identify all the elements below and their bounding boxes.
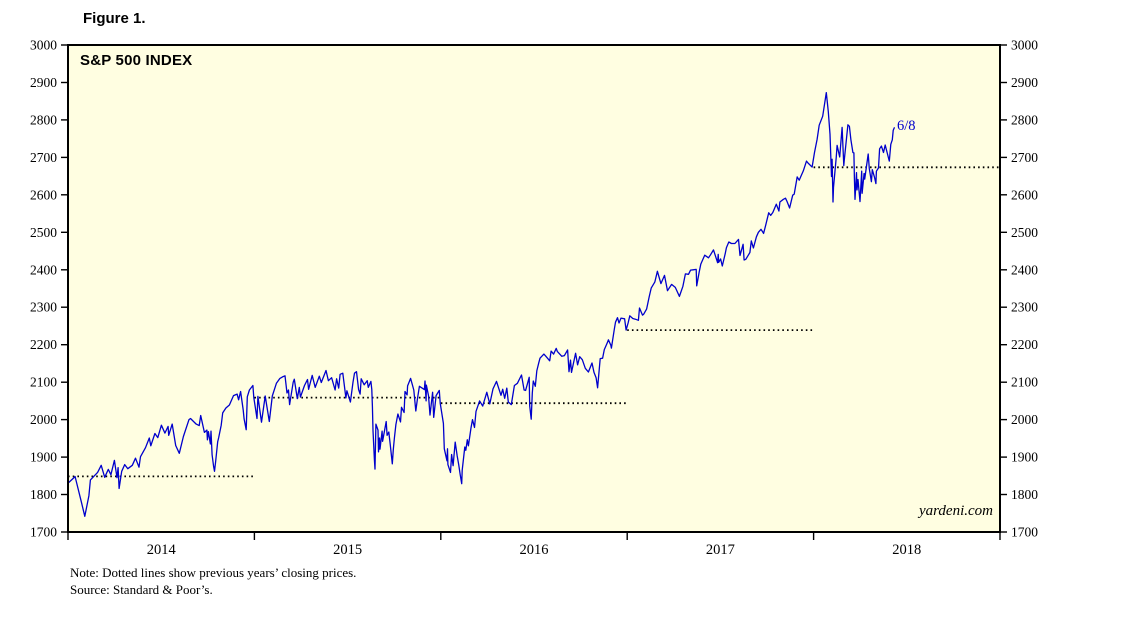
y-tick-label-right: 1700 — [1011, 525, 1038, 540]
latest-date-label: 6/8 — [897, 118, 916, 134]
x-tick-label: 2018 — [892, 542, 921, 558]
y-tick-label-left: 2700 — [30, 150, 57, 165]
y-tick-label-right: 2200 — [1011, 337, 1038, 352]
y-tick-label-right: 1800 — [1011, 487, 1038, 502]
y-tick-label-left: 2500 — [30, 225, 57, 240]
y-tick-label-left: 2000 — [30, 412, 57, 427]
y-tick-label-right: 2100 — [1011, 375, 1038, 390]
y-tick-label-right: 2700 — [1011, 150, 1038, 165]
y-tick-label-right: 1900 — [1011, 450, 1038, 465]
y-tick-label-left: 2900 — [30, 75, 57, 90]
y-tick-label-right: 2400 — [1011, 262, 1038, 277]
y-tick-label-left: 1700 — [30, 525, 57, 540]
y-tick-label-right: 3000 — [1011, 38, 1038, 53]
x-tick-label: 2016 — [520, 542, 549, 558]
y-tick-label-left: 3000 — [30, 38, 57, 53]
y-tick-label-left: 1800 — [30, 487, 57, 502]
y-tick-label-left: 2400 — [30, 262, 57, 277]
y-tick-label-left: 2100 — [30, 375, 57, 390]
y-tick-label-right: 2500 — [1011, 225, 1038, 240]
x-tick-label: 2014 — [147, 542, 177, 558]
source-line: Source: Standard & Poor’s. — [70, 582, 213, 597]
price-line — [67, 91, 895, 517]
figure-label: Figure 1. — [83, 10, 146, 27]
footnotes: Note: Dotted lines show previous years’ … — [70, 564, 356, 598]
x-tick-label: 2017 — [706, 542, 735, 558]
note-line: Note: Dotted lines show previous years’ … — [70, 565, 357, 580]
y-tick-label-right: 2800 — [1011, 112, 1038, 127]
plot-area — [68, 45, 1000, 532]
chart-title: S&P 500 INDEX — [80, 52, 193, 69]
y-tick-label-right: 2900 — [1011, 75, 1038, 90]
yardeni-watermark: yardeni.com — [918, 503, 993, 519]
y-tick-label-right: 2000 — [1011, 412, 1038, 427]
y-tick-label-right: 2300 — [1011, 300, 1038, 315]
x-tick-label: 2015 — [333, 542, 362, 558]
y-tick-label-left: 1900 — [30, 450, 57, 465]
y-tick-label-left: 2200 — [30, 337, 57, 352]
y-tick-label-left: 2600 — [30, 187, 57, 202]
y-tick-label-left: 2800 — [30, 112, 57, 127]
plot-frame — [67, 44, 1001, 533]
y-tick-label-right: 2600 — [1011, 187, 1038, 202]
y-tick-label-left: 2300 — [30, 300, 57, 315]
